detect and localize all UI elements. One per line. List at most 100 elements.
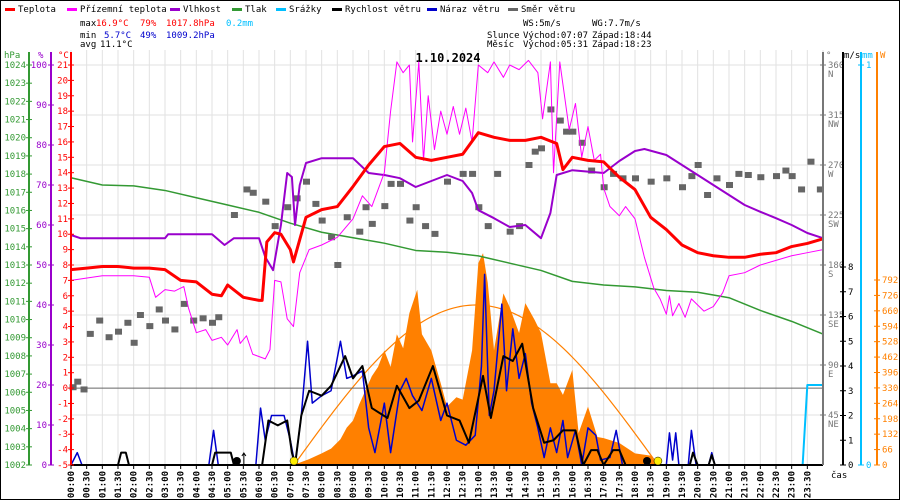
legend-swatch xyxy=(508,8,518,11)
wind-direction-point xyxy=(328,234,336,241)
pressure-tick-label: 1002 xyxy=(4,461,26,471)
time-tick-label: 19:00 xyxy=(662,471,672,498)
wind-direction-point xyxy=(494,170,502,177)
legend-swatch xyxy=(332,8,342,11)
pressure-line xyxy=(70,176,824,335)
legend-label: Náraz větru xyxy=(440,5,500,15)
wind-direction-point xyxy=(312,200,320,207)
wind-direction-point xyxy=(334,262,342,268)
wind-axis-unit: m/s xyxy=(844,51,860,61)
pressure-tick-label: 1005 xyxy=(4,406,26,416)
stats-min-temp: 5.7°C xyxy=(104,31,131,41)
sun-set: Západ:18:44 xyxy=(592,31,652,41)
time-tick-label: 01:30 xyxy=(114,471,124,498)
wind-direction-point xyxy=(303,178,310,185)
moonrise-marker xyxy=(232,457,241,465)
time-tick-label: 08:30 xyxy=(333,471,343,498)
time-tick-label: 17:00 xyxy=(600,471,610,498)
direction-tick-compass: SE xyxy=(828,320,839,330)
temperature-tick-label: 13 xyxy=(57,184,68,194)
temperature-tick-label: 2 xyxy=(63,353,68,363)
clear-sky-radiation-line xyxy=(293,304,658,466)
time-tick-label: 05:30 xyxy=(239,471,249,498)
radiation-tick-label: 66 xyxy=(882,446,893,456)
wind-tick-label: 6 xyxy=(848,313,853,323)
humidity-tick-label: 30 xyxy=(36,341,47,351)
stats-min-press: 1009.2hPa xyxy=(166,31,215,41)
wind-direction-point xyxy=(798,186,806,193)
time-tick-label: 21:00 xyxy=(725,471,735,498)
time-tick-label: 20:30 xyxy=(709,471,719,498)
wind-tick-label: 2 xyxy=(848,412,853,422)
pressure-tick-label: 1007 xyxy=(4,370,26,380)
wind-direction-point xyxy=(96,317,104,324)
wind-direction-point xyxy=(744,172,752,178)
time-tick-label: 14:30 xyxy=(521,471,531,498)
legend-swatch xyxy=(67,8,77,11)
direction-tick-compass: SW xyxy=(828,220,839,230)
wind-direction-point xyxy=(387,180,395,187)
sunrise-marker xyxy=(289,456,299,466)
time-tick-label: 09:30 xyxy=(365,471,375,498)
wind-direction-point xyxy=(209,319,216,326)
direction-tick-compass: S xyxy=(828,270,833,280)
time-tick-label: 23:00 xyxy=(788,471,798,498)
moon-label: Měsíc xyxy=(487,40,514,50)
wind-direction-point xyxy=(588,167,596,174)
time-tick-label: 06:00 xyxy=(255,471,265,498)
time-tick-label: 11:30 xyxy=(427,471,437,498)
apparent-temperature-line xyxy=(70,59,824,360)
temperature-tick-label: 21 xyxy=(57,61,68,71)
pressure-tick-label: 1006 xyxy=(4,388,26,398)
time-tick-label: 10:00 xyxy=(380,471,390,498)
sun-label: Slunce xyxy=(487,31,520,41)
legend-swatch xyxy=(427,8,437,11)
time-tick-label: 08:00 xyxy=(318,471,328,498)
sun-rise: Východ:07:07 xyxy=(523,31,588,41)
wind-direction-point xyxy=(368,220,376,227)
wind-direction-point xyxy=(538,145,545,152)
direction-tick-label: 135 xyxy=(828,311,844,321)
humidity-tick-label: 100 xyxy=(31,61,47,71)
radiation-tick-label: 726 xyxy=(882,291,898,301)
humidity-tick-label: 40 xyxy=(36,301,47,311)
temperature-tick-label: 11 xyxy=(57,215,68,225)
pressure-tick-label: 1003 xyxy=(4,443,26,453)
time-tick-label: 16:30 xyxy=(584,471,594,498)
radiation-tick-label: 528 xyxy=(882,338,898,348)
time-tick-label: 16:00 xyxy=(568,471,578,498)
wind-direction-point xyxy=(563,128,571,135)
rain-tick-label: 1 xyxy=(866,61,871,71)
humidity-tick-label: 0 xyxy=(42,461,47,471)
time-tick-label: 05:00 xyxy=(224,471,234,498)
legend-label: Směr větru xyxy=(521,5,575,15)
direction-tick-label: 90 xyxy=(828,361,839,371)
humidity-tick-label: 20 xyxy=(36,381,47,391)
temperature-tick-label: 12 xyxy=(57,199,68,209)
humidity-tick-label: 10 xyxy=(36,421,47,431)
time-tick-label: 15:00 xyxy=(537,471,547,498)
wind-direction-point xyxy=(397,180,404,187)
wind-tick-label: 1 xyxy=(848,436,853,446)
wind-direction-point xyxy=(531,148,539,155)
humidity-tick-label: 70 xyxy=(36,181,47,191)
stats-max-rain: 0.2mm xyxy=(226,19,253,29)
stats-min-label: min xyxy=(80,31,96,41)
wind-tick-label: 8 xyxy=(848,263,853,273)
temperature-tick-label: 16 xyxy=(57,138,68,148)
wind-direction-point xyxy=(610,170,618,177)
radiation-axis-unit: W xyxy=(880,51,886,61)
pressure-tick-label: 1014 xyxy=(4,243,26,253)
temperature-tick-label: 20 xyxy=(57,76,68,86)
wind-direction-point xyxy=(230,212,238,218)
sunset-marker xyxy=(653,456,663,466)
temperature-tick-label: -2 xyxy=(57,415,68,425)
time-tick-label: 10:30 xyxy=(396,471,406,498)
time-tick-label: 02:00 xyxy=(130,471,140,498)
direction-tick-label: 45 xyxy=(828,411,839,421)
pressure-tick-label: 1010 xyxy=(4,316,26,326)
stats-avg-temp: 11.1°C xyxy=(100,40,133,50)
time-tick-label: 18:30 xyxy=(647,471,657,498)
time-tick-label: 14:00 xyxy=(506,471,516,498)
